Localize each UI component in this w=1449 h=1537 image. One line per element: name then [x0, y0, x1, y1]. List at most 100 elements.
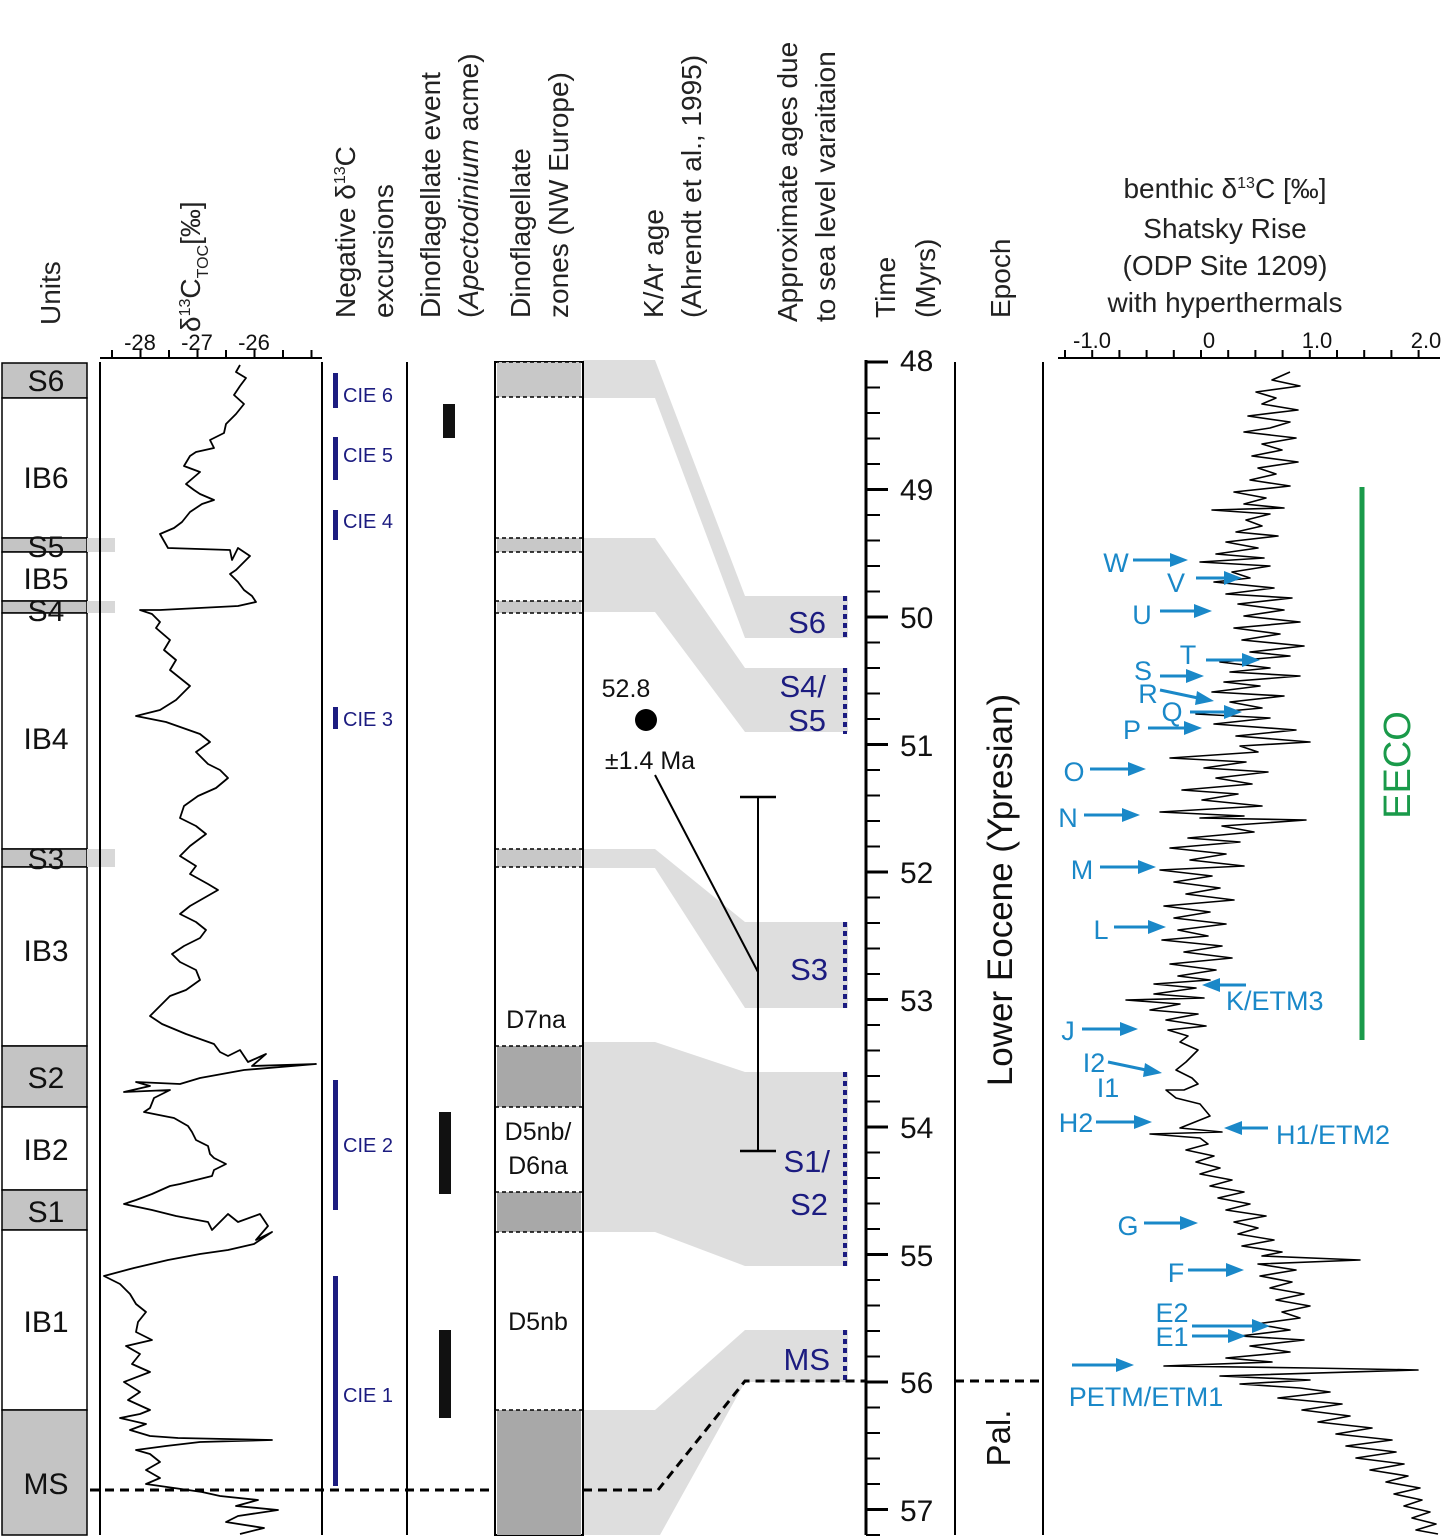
- time-tick-54: 54: [900, 1112, 933, 1145]
- kar-header-2: (Ahrendt et al., 1995): [676, 55, 707, 318]
- dino-zone-d5nb-2: D5nb: [508, 1308, 568, 1336]
- acme-bar-3: [439, 1330, 451, 1418]
- dino-event-italic: Apectodinium: [453, 139, 484, 311]
- unit-box-ib5: [1, 551, 88, 602]
- unit-label-s6: S6: [28, 365, 65, 398]
- approx-header-1: Approximate ages due: [772, 42, 803, 322]
- unit-label-ms: MS: [24, 1468, 69, 1501]
- hyp-q: Q: [1161, 697, 1182, 727]
- acme-bar-2: [439, 1112, 451, 1194]
- unit-box-ib3: [1, 866, 88, 1047]
- kar-age-leader: [654, 774, 759, 973]
- dino-zone-gray-3: [497, 601, 581, 613]
- dino-zone-header-1: Dinoflagellate: [505, 148, 536, 318]
- sea-level-ms: MS: [784, 1342, 831, 1377]
- benthic-header-a: benthic δ: [1123, 173, 1237, 204]
- cie-3-label: CIE 3: [343, 709, 393, 731]
- cie-5-bar: [333, 437, 338, 480]
- neg-cie-header-delta: Negative δ: [330, 184, 361, 318]
- time-tick-48: 48: [900, 345, 933, 378]
- hyp-p: P: [1123, 715, 1141, 745]
- dino-event-header-1: Dinoflagellate event: [415, 72, 446, 318]
- hyp-i1: I1: [1097, 1073, 1120, 1103]
- time-tick-49: 49: [900, 474, 933, 507]
- time-axis: 48 49 50 51 52 53 54 55 56 57: [864, 345, 933, 1536]
- toc-header-sub: TOC: [195, 245, 212, 278]
- unit-label-s2: S2: [28, 1062, 65, 1095]
- band-ms: [583, 1330, 848, 1535]
- cie-5-label: CIE 5: [343, 445, 393, 467]
- hyp-f: F: [1168, 1258, 1185, 1288]
- boundary-mid-dashed: [583, 1379, 865, 1492]
- toc-curve: [103, 364, 317, 1535]
- sea-level-s1: S1/: [783, 1144, 830, 1179]
- time-header-1: Time: [870, 257, 901, 318]
- approx-header-2: to sea level varaitaion: [810, 51, 841, 322]
- kar-age-value: 52.8: [602, 675, 651, 703]
- benthic-panel: -1.0 0 1.0 2.0 EECO: [1058, 328, 1441, 1535]
- dino-zone-dark-1: [497, 1046, 581, 1107]
- cie-6-label: CIE 6: [343, 385, 393, 407]
- sea-level-s2: S2: [790, 1187, 828, 1222]
- hyp-w: W: [1103, 548, 1129, 578]
- cie-3-bar: [333, 707, 338, 729]
- unit-box-ib6: [1, 397, 88, 539]
- toc-header-c: C: [175, 278, 206, 298]
- hyp-g: G: [1117, 1211, 1138, 1241]
- sea-level-s4: S4/: [779, 669, 826, 704]
- hyp-e1: E1: [1155, 1322, 1188, 1352]
- dino-zone-gray-2: [497, 538, 581, 552]
- units-column: S6 IB6 S5 IB5 S4 IB4 S3 IB3 S2 IB2 S1 IB…: [1, 362, 115, 1536]
- time-tick-55: 55: [900, 1240, 933, 1273]
- unit-box-s2: [1, 1045, 88, 1108]
- benthic-axis-ticks: [1064, 350, 1420, 358]
- cie-4-bar: [333, 510, 338, 540]
- time-tick-57: 57: [900, 1495, 933, 1528]
- sea-level-s3: S3: [790, 952, 828, 987]
- unit-box-ms: [1, 1409, 88, 1536]
- kar-age: 52.8 ±1.4 Ma: [602, 675, 776, 1153]
- hyp-petm-etm1: PETM/ETM1: [1069, 1382, 1224, 1412]
- epoch-column: Lower Eocene (Ypresian) Pal.: [954, 362, 1044, 1535]
- toc-tick-label-m28: -28: [124, 330, 156, 355]
- neg-cie-header-1: Negative δ13C: [330, 146, 361, 318]
- time-tick-50: 50: [900, 602, 933, 635]
- benthic-curve: [1125, 371, 1439, 1535]
- band-s6: [583, 360, 848, 638]
- toc-tick-label-m26: -26: [238, 330, 270, 355]
- unit-label-s5: S5: [28, 531, 65, 564]
- dino-zone-dark-3: [497, 1410, 581, 1535]
- dino-zone-d5nb-1: D5nb/: [505, 1118, 572, 1146]
- unit-label-s3: S3: [28, 843, 65, 876]
- dino-event-header-2: (Apectodinium acme): [453, 53, 484, 318]
- dino-zone-gray-1: [497, 362, 581, 397]
- hyp-m: M: [1071, 855, 1094, 885]
- benthic-header-3: (ODP Site 1209): [1123, 250, 1328, 281]
- sea-level-column: S6 S4/ S5 S3 S1/ S2 MS: [779, 596, 847, 1382]
- unit-box-s6: [1, 362, 88, 399]
- unit-box-ib2: [1, 1106, 88, 1191]
- kar-age-point: [635, 709, 657, 731]
- dino-zone-frame: [494, 361, 584, 1536]
- benthic-tick-m1: -1.0: [1073, 328, 1111, 353]
- toc-header-delta: δ: [175, 316, 206, 332]
- hyp-l: L: [1093, 915, 1108, 945]
- benthic-tick-1: 1.0: [1302, 328, 1333, 353]
- hyp-s: S: [1134, 656, 1152, 686]
- toc-header: δ13CTOC[‰]: [175, 201, 212, 332]
- cie-1-label: CIE 1: [343, 1385, 393, 1407]
- unit-label-ib2: IB2: [23, 1134, 68, 1167]
- time-tick-51: 51: [900, 730, 933, 763]
- unit-label-ib6: IB6: [23, 462, 68, 495]
- dino-zone-d7na: D7na: [506, 1006, 566, 1034]
- correlation-bands: [583, 360, 848, 1535]
- dino-event-close: acme): [453, 53, 484, 139]
- unit-label-s1: S1: [28, 1196, 65, 1229]
- time-tick-53: 53: [900, 985, 933, 1018]
- toc-axis-ticks: [111, 350, 313, 358]
- unit-label-ib3: IB3: [23, 935, 68, 968]
- benthic-header-2: Shatsky Rise: [1143, 213, 1306, 244]
- neg-cie-header-13: 13: [332, 166, 349, 184]
- cie-6-bar: [333, 373, 338, 408]
- hyp-e2: E2: [1155, 1298, 1188, 1328]
